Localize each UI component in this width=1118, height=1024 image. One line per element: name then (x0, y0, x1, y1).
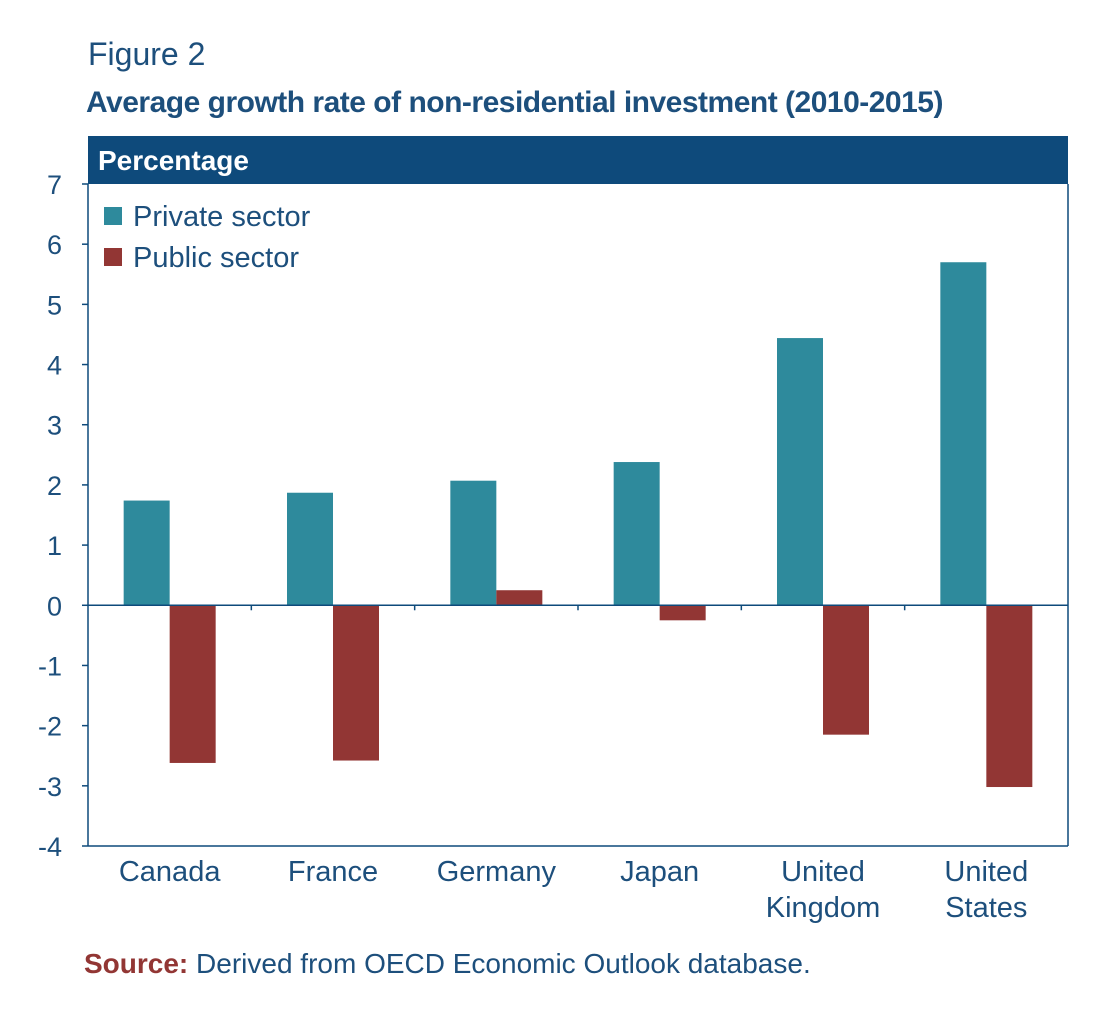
y-tick-label: -3 (38, 772, 62, 802)
legend-label-private: Private sector (133, 201, 311, 233)
y-tick-label: 3 (47, 411, 62, 441)
bar-public (823, 605, 869, 735)
bar-public (986, 605, 1033, 788)
category-label: Germany (437, 856, 557, 888)
plot-frame (87, 184, 1069, 847)
bar-private (613, 462, 660, 606)
ylabel-band (88, 136, 1068, 184)
legend: Private sector Public sector (104, 201, 311, 274)
y-tick-label: 5 (47, 290, 62, 320)
category-label: Japan (620, 856, 699, 888)
y-tick-label: 0 (47, 591, 62, 621)
y-tick-label: -4 (38, 832, 62, 862)
bars (123, 262, 1033, 788)
legend-swatch-public (104, 248, 122, 266)
y-axis: 7 6 5 4 3 2 1 0 -1 -2 -3 -4 (38, 170, 88, 862)
bar-public (496, 590, 543, 606)
source-text: Derived from OECD Economic Outlook datab… (188, 948, 811, 979)
y-tick-label: 2 (47, 471, 62, 501)
category-label: States (945, 892, 1027, 924)
figure-label: Figure 2 (88, 36, 206, 72)
category-label: Kingdom (766, 892, 880, 924)
x-axis: Canada France Germany Japan United Kingdom Uni… (119, 856, 1028, 924)
category-label: United (944, 856, 1028, 888)
category-label: France (288, 856, 378, 888)
y-tick-label: -1 (38, 651, 62, 681)
y-tick-label: 1 (47, 531, 62, 561)
bar-chart: Percentage Private sector Public sector … (38, 136, 1069, 924)
y-tick-label: -2 (38, 712, 62, 742)
bar-private (123, 500, 170, 606)
bar-private (777, 338, 823, 606)
bar-private (450, 480, 497, 606)
y-tick-label: 6 (47, 230, 62, 260)
ylabel-text: Percentage (98, 145, 249, 176)
bar-private (287, 492, 333, 606)
chart-title: Average growth rate of non-residential i… (86, 86, 943, 119)
bar-public (333, 605, 379, 761)
y-tick-label: 4 (47, 351, 62, 381)
bar-public (659, 605, 706, 621)
category-label: United (781, 856, 865, 888)
category-label: Canada (119, 856, 221, 888)
source-label: Source: (84, 948, 189, 979)
y-tick-label: 7 (47, 170, 62, 200)
legend-label-public: Public sector (133, 242, 299, 274)
legend-swatch-private (104, 207, 122, 225)
source-note: Source: Derived from OECD Economic Outlo… (84, 948, 811, 980)
bar-public (169, 605, 216, 763)
bar-private (940, 262, 987, 606)
